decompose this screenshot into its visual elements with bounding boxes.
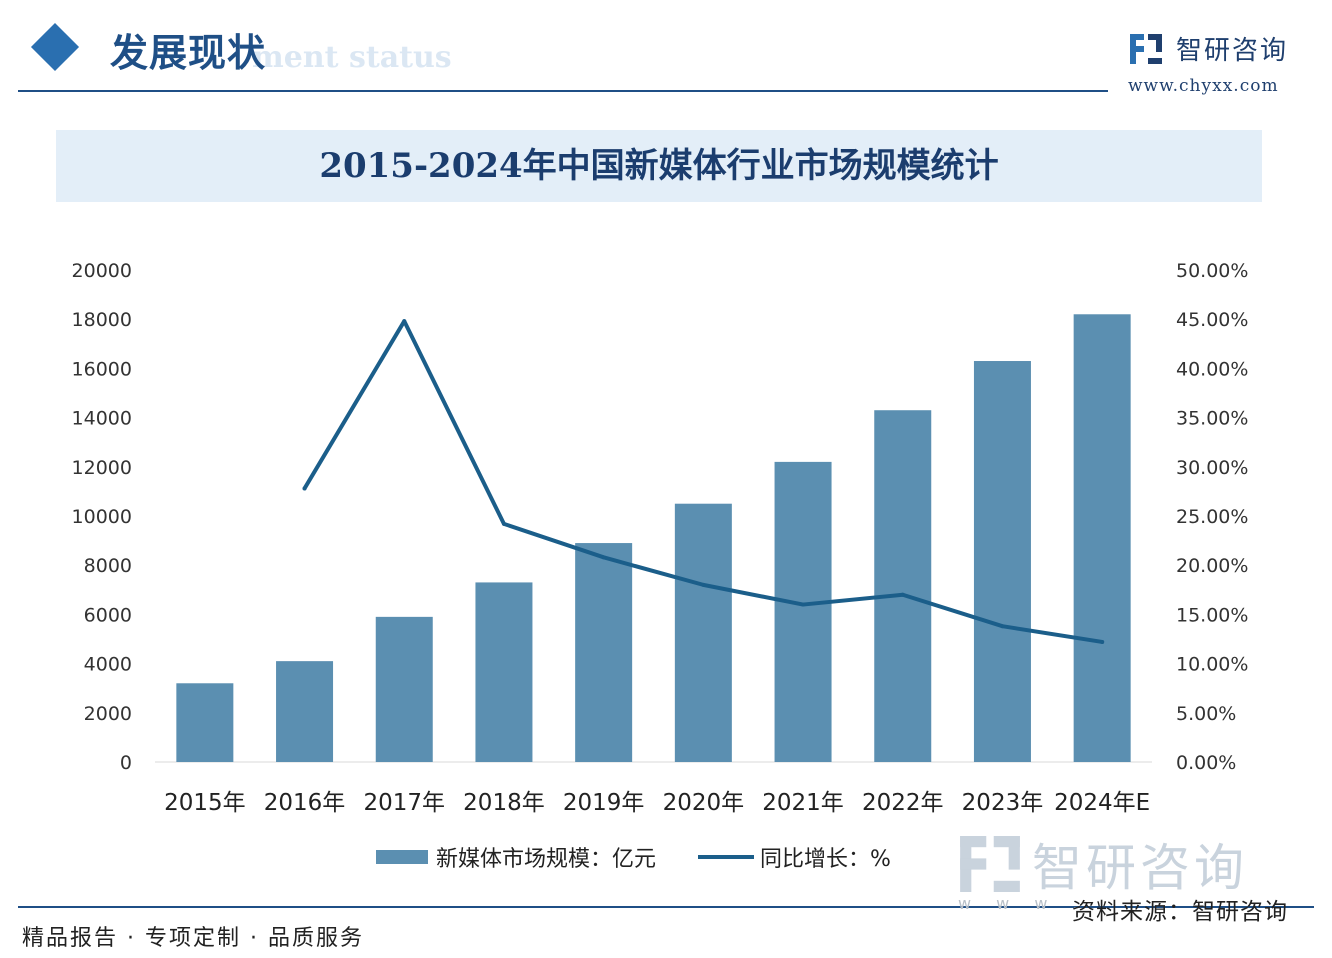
footer-divider [18, 906, 1314, 908]
y-left-tick-label: 6000 [84, 604, 132, 626]
legend-line-label: 同比增长：% [760, 847, 891, 872]
chart-title: 2015-2024年中国新媒体行业市场规模统计 [319, 146, 999, 186]
line-point [1100, 639, 1105, 644]
y-right-tick-label: 0.00% [1176, 752, 1236, 774]
bar [375, 616, 433, 762]
y-left-tick-label: 18000 [72, 309, 132, 331]
x-tick-label: 2018年 [463, 790, 545, 816]
y-left-tick-label: 2000 [84, 703, 132, 725]
y-left-tick-label: 4000 [84, 654, 132, 676]
bar [575, 543, 633, 762]
line-point [501, 521, 506, 526]
footer-slogan: 精品报告 · 专项定制 · 品质服务 [22, 926, 364, 951]
y-right-tick-label: 40.00% [1176, 358, 1248, 380]
section-title: 发展现状 [110, 30, 267, 75]
bar [1073, 314, 1131, 762]
watermark-text: 智研咨询 [1032, 839, 1248, 897]
line-point [801, 602, 806, 607]
y-left-tick-label: 8000 [84, 555, 132, 577]
line-point [601, 555, 606, 560]
x-tick-label: 2016年 [264, 790, 346, 816]
x-tick-label: 2015年 [164, 790, 246, 816]
y-right-tick-label: 30.00% [1176, 457, 1248, 479]
y-left-tick-label: 0 [120, 752, 132, 774]
bar [176, 683, 234, 762]
bar [276, 661, 334, 762]
x-tick-label: 2017年 [363, 790, 445, 816]
x-tick-label: 2020年 [663, 790, 745, 816]
y-right-tick-label: 5.00% [1176, 703, 1236, 725]
legend-bar-swatch [376, 850, 428, 864]
legend-bar-label: 新媒体市场规模：亿元 [436, 847, 657, 872]
bar [973, 361, 1031, 762]
x-tick-label: 2021年 [762, 790, 844, 816]
watermark: 智研咨询 [960, 828, 1248, 900]
y-left-tick-label: 12000 [72, 457, 132, 479]
x-tick-label: 2023年 [962, 790, 1044, 816]
bar [774, 461, 832, 762]
footer-www: w w w . [958, 894, 1088, 913]
watermark-logo-icon [960, 836, 1020, 892]
y-right-tick-label: 25.00% [1176, 506, 1248, 528]
bar [674, 503, 732, 762]
y-right-tick-label: 15.00% [1176, 604, 1248, 626]
line-point [900, 592, 905, 597]
y-right-tick-label: 20.00% [1176, 555, 1248, 577]
chart-title-band [56, 130, 1262, 202]
x-tick-label: 2024年E [1054, 790, 1150, 816]
bar [874, 410, 932, 762]
bar [475, 582, 533, 762]
x-tick-label: 2019年 [563, 790, 645, 816]
y-left-tick-label: 16000 [72, 358, 132, 380]
header-divider [18, 90, 1108, 92]
line-point [402, 319, 407, 324]
line-point [1000, 624, 1005, 629]
y-left-tick-label: 20000 [72, 260, 132, 282]
line-point [302, 486, 307, 491]
brand-logo-icon [1130, 34, 1162, 64]
y-right-tick-label: 45.00% [1176, 309, 1248, 331]
y-left-tick-label: 10000 [72, 506, 132, 528]
y-left-tick-label: 14000 [72, 408, 132, 430]
y-right-tick-label: 50.00% [1176, 260, 1248, 282]
line-point [701, 582, 706, 587]
chart-legend: 新媒体市场规模：亿元 同比增长：% [376, 840, 891, 874]
data-source: 资料来源：智研咨询 [1072, 899, 1288, 925]
legend-line-swatch [698, 855, 755, 859]
y-right-tick-label: 35.00% [1176, 408, 1248, 430]
y-right-tick-label: 10.00% [1176, 654, 1248, 676]
brand-name: 智研咨询 [1176, 36, 1289, 66]
section-subtitle: ment status [252, 40, 452, 75]
brand-url: www.chyxx.com [1128, 76, 1279, 96]
x-tick-label: 2022年 [862, 790, 944, 816]
